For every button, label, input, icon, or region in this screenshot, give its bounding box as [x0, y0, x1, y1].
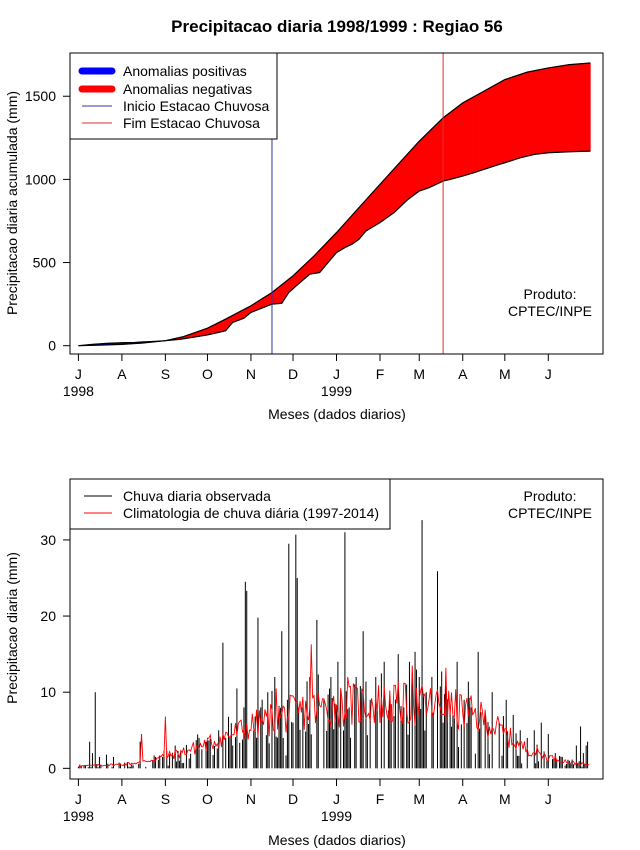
p1-y-tick-label: 1000 — [25, 171, 56, 187]
p2-x-tick-label: M — [499, 791, 511, 807]
legend: Anomalias positivas Anomalias negativas … — [69, 52, 278, 140]
credit-cptec-inpe: CPTEC/INPE — [508, 505, 592, 521]
legend-label-climatology: Climatologia de chuva diária (1997-2014) — [123, 505, 379, 521]
p1-x-tick-label: N — [246, 366, 256, 382]
p1-y-tick-label: 0 — [48, 338, 56, 354]
p1-x-tick-label: O — [202, 366, 213, 382]
p1-x-tick-label: S — [161, 366, 170, 382]
y-axis: 0 10 20 30 — [40, 532, 71, 776]
p1-year-label: 1998 — [63, 383, 94, 399]
legend-box — [69, 52, 278, 140]
legend-label-season-start: Inicio Estacao Chuvosa — [123, 98, 270, 114]
p1-x-tick-label: M — [413, 366, 425, 382]
legend-box — [69, 478, 391, 530]
observed-accumulated-line — [78, 150, 591, 347]
rainy-season-markers — [271, 53, 444, 354]
p2-x-tick-label: M — [413, 791, 425, 807]
p1-year-label: 1999 — [321, 383, 352, 399]
legend-label-observed: Chuva diaria observada — [123, 488, 271, 504]
p2-y-tick-label: 10 — [40, 684, 56, 700]
p2-x-tick-label: A — [458, 791, 468, 807]
p2-x-tick-label: F — [376, 791, 385, 807]
p2-x-tick-label: J — [75, 791, 82, 807]
p1-x-tick-label: F — [376, 366, 385, 382]
p1-x-tick-label: D — [288, 366, 298, 382]
credit-product: Produto: — [524, 488, 577, 504]
negative-anomaly-segment — [588, 62, 591, 152]
legend-label-positive: Anomalias positivas — [123, 63, 247, 79]
p2-y-tick-label: 30 — [40, 532, 56, 548]
p2-x-tick-label: O — [202, 791, 213, 807]
p1-x-tick-label: M — [499, 366, 511, 382]
p1-x-tick-label: A — [117, 366, 127, 382]
p2-x-tick-label: S — [161, 791, 170, 807]
y-axis: 0 500 1000 1500 — [25, 88, 71, 354]
x-axis-label: Meses (dados diarios) — [268, 832, 406, 848]
y-axis-label: Precipitacao diaria acumulada (mm) — [4, 91, 20, 315]
p1-x-tick-label: A — [458, 366, 468, 382]
p1-x-tick-label: J — [545, 366, 552, 382]
legend-label-season-end: Fim Estacao Chuvosa — [123, 115, 260, 131]
p2-x-tick-label: J — [333, 791, 340, 807]
p2-year-label: 1998 — [63, 808, 94, 824]
p2-x-tick-label: A — [117, 791, 127, 807]
figure-title: Precipitacao diaria 1998/1999 : Regiao 5… — [171, 17, 503, 36]
observed-daily-rain — [77, 520, 589, 769]
credit-cptec-inpe: CPTEC/INPE — [508, 303, 592, 319]
legend-label-negative: Anomalias negativas — [123, 81, 252, 97]
accumulation-lines — [78, 62, 591, 347]
p2-year-label: 1999 — [321, 808, 352, 824]
credit-product: Produto: — [524, 286, 577, 302]
p1-y-tick-label: 1500 — [25, 88, 56, 104]
p2-x-tick-label: N — [246, 791, 256, 807]
climatology-line — [78, 644, 590, 768]
legend: Chuva diaria observada Climatologia de c… — [69, 478, 391, 530]
climatology-daily-line — [78, 644, 590, 768]
x-axis-label: Meses (dados diarios) — [268, 406, 406, 422]
p1-x-tick-label: J — [333, 366, 340, 382]
p2-y-tick-label: 0 — [48, 760, 56, 776]
y-axis-label: Precipitacao diaria (mm) — [4, 552, 20, 704]
p2-x-tick-label: J — [545, 791, 552, 807]
p2-y-tick-label: 20 — [40, 608, 56, 624]
p1-y-tick-label: 500 — [33, 255, 57, 271]
p1-x-tick-label: J — [75, 366, 82, 382]
p2-x-tick-label: D — [288, 791, 298, 807]
